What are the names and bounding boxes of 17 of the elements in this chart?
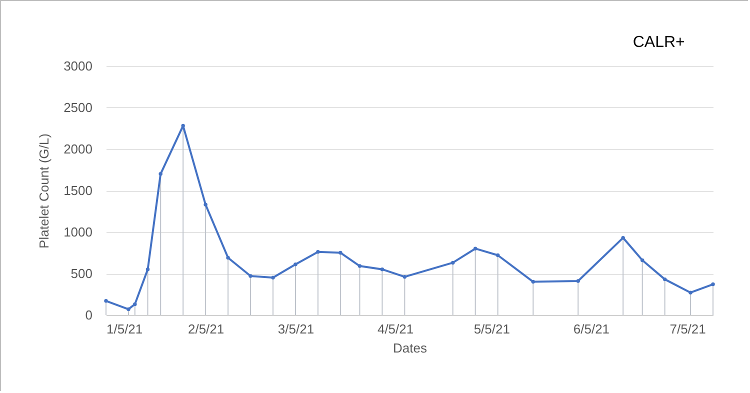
y-tick-label: 2500 <box>64 100 92 115</box>
y-axis-title: Platelet Count (G/L) <box>36 134 52 248</box>
y-tick-label: 500 <box>70 266 92 281</box>
y-tick-label: 3000 <box>64 58 92 74</box>
x-tick-label: 6/5/21 <box>573 322 610 336</box>
y-tick-label: 2000 <box>64 142 92 156</box>
y-tick-label: 1000 <box>64 224 92 240</box>
y-tick-label: 1500 <box>64 183 92 198</box>
chart-title: CALR+ <box>632 34 685 51</box>
y-tick-label: 0 <box>85 308 92 322</box>
x-tick-label: 3/5/21 <box>278 322 314 336</box>
x-axis-title: Dates <box>393 340 428 356</box>
x-tick-label: 1/5/21 <box>106 322 143 336</box>
x-tick-label: 4/5/21 <box>377 322 414 336</box>
x-tick-label: 2/5/21 <box>188 322 224 336</box>
x-tick-label: 5/5/21 <box>474 322 510 336</box>
x-tick-label: 7/5/21 <box>670 322 706 336</box>
